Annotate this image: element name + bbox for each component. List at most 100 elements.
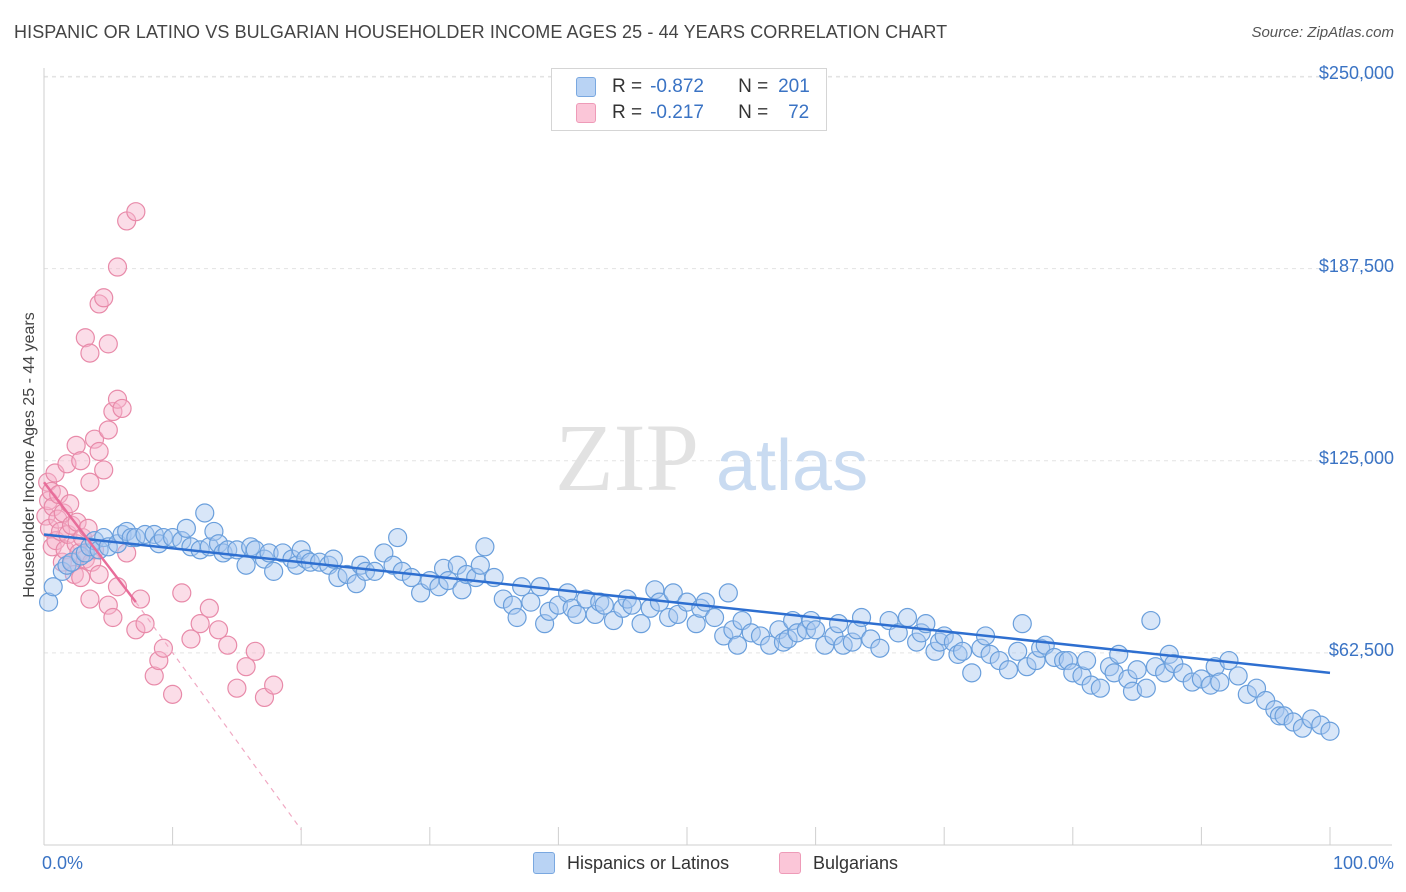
hispanic-point (622, 595, 642, 615)
bulgarian-point (153, 638, 174, 658)
hispanic-point (521, 592, 541, 612)
hispanic-point (438, 571, 458, 591)
chart-title: HISPANIC OR LATINO VS BULGARIAN HOUSEHOL… (14, 22, 948, 42)
hispanic-point (980, 644, 1000, 664)
bulgarian-point (126, 202, 146, 222)
hispanic-point (204, 521, 224, 542)
x-tick-min: 0.0% (42, 853, 84, 873)
bottom-legend-swatch-hispanics (533, 852, 555, 874)
bulgarian-point (89, 564, 109, 585)
hispanic-point (470, 555, 490, 575)
bulgarian-point (75, 328, 95, 348)
bulgarian-point (236, 657, 256, 677)
source-label: Source: ZipAtlas.com (1251, 24, 1394, 41)
series-hispanics-points (38, 503, 1340, 741)
legend-n-label: N = (738, 76, 769, 97)
hispanic-point (1191, 669, 1212, 689)
trend-lines (43, 481, 1331, 830)
bottom-legend-label-bulgarians: Bulgarians (813, 852, 899, 873)
hispanic-point (1136, 678, 1156, 698)
hispanic-point (1109, 644, 1129, 664)
bulgarian-point (218, 635, 238, 655)
bulgarian-point (190, 614, 210, 634)
hispanic-point (493, 589, 513, 609)
y-tick-label: $250,000 (1318, 63, 1394, 84)
hispanic-point (1090, 678, 1110, 698)
legend-r-value: -0.217 (650, 102, 704, 123)
hispanic-point (686, 614, 706, 634)
watermark-atlas: atlas (716, 426, 868, 506)
hispanic-point (1008, 641, 1028, 661)
hispanic-point (176, 518, 196, 538)
hispanic-point (475, 537, 495, 557)
hispanic-point (704, 607, 725, 628)
y-tick-label: $187,500 (1318, 255, 1394, 276)
bulgarian-point (94, 460, 114, 480)
bottom-legend-bulgarians: Bulgarians (779, 852, 898, 874)
bulgarian-point (163, 684, 183, 704)
bulgarian-point (135, 614, 155, 634)
bulgarian-point (126, 620, 146, 640)
bulgarian-point (60, 494, 80, 514)
hispanic-point (971, 638, 991, 658)
bulgarian-point (98, 595, 118, 615)
bulgarian-point (89, 441, 109, 462)
bottom-legend-swatch-bulgarians (779, 852, 801, 874)
legend-n-label: N = (738, 102, 769, 123)
hispanic-point (264, 561, 284, 581)
hispanic-point (907, 632, 927, 652)
hispanic-point (888, 623, 908, 643)
bulgarian-point (71, 451, 91, 471)
bulgarian-point (199, 598, 219, 618)
bulgarians-trend-extension (135, 601, 302, 830)
hispanic-point (1141, 610, 1161, 631)
hispanic-point (195, 503, 215, 523)
hispanic-point (870, 638, 890, 658)
hispanic-point (452, 580, 472, 600)
hispanic-point (778, 629, 798, 649)
hispanic-point (727, 635, 748, 655)
hispanic-point (61, 552, 82, 572)
hispanic-point (38, 592, 59, 612)
hispanic-point (631, 614, 651, 634)
bulgarian-point (144, 666, 164, 686)
bulgarian-point (107, 389, 128, 409)
bulgarian-point (149, 650, 169, 671)
bulgarian-point (181, 629, 201, 649)
hispanic-point (539, 601, 559, 621)
hispanic-point (1026, 650, 1046, 671)
bulgarian-point (130, 589, 151, 609)
hispanic-point (273, 543, 293, 563)
hispanic-point (842, 632, 862, 652)
legend-swatch-bulgarians (576, 103, 596, 123)
hispanic-point (962, 663, 982, 683)
bulgarian-point (172, 583, 192, 603)
bulgarian-point (84, 429, 105, 449)
hispanic-point (645, 580, 665, 600)
hispanic-point (1145, 657, 1166, 677)
hispanics-trend-line (43, 533, 1331, 675)
hispanic-point (1017, 657, 1037, 677)
bottom-legend-label-hispanics: Hispanics or Latinos (567, 852, 730, 873)
bulgarian-point (80, 589, 100, 609)
hispanic-point (952, 641, 973, 661)
bulgarian-point (98, 334, 118, 354)
bulgarian-point (103, 607, 123, 628)
hispanic-point (502, 595, 523, 615)
bulgarian-point (208, 620, 229, 640)
legend-n-value: 72 (788, 102, 810, 123)
watermark: ZIP atlas (555, 404, 868, 511)
bulgarian-point (227, 678, 247, 698)
y-tick-label: $62,500 (1328, 639, 1394, 660)
hispanic-point (1274, 706, 1294, 726)
legend-r-label: R = (612, 76, 643, 97)
hispanic-point (1311, 715, 1331, 735)
bulgarian-point (66, 435, 86, 455)
legend-r-label: R = (612, 102, 643, 123)
y-tick-label: $125,000 (1318, 447, 1394, 468)
hispanic-point (1228, 666, 1248, 686)
bulgarian-point (71, 567, 91, 588)
hispanic-point (1012, 614, 1032, 634)
hispanic-point (828, 614, 849, 634)
